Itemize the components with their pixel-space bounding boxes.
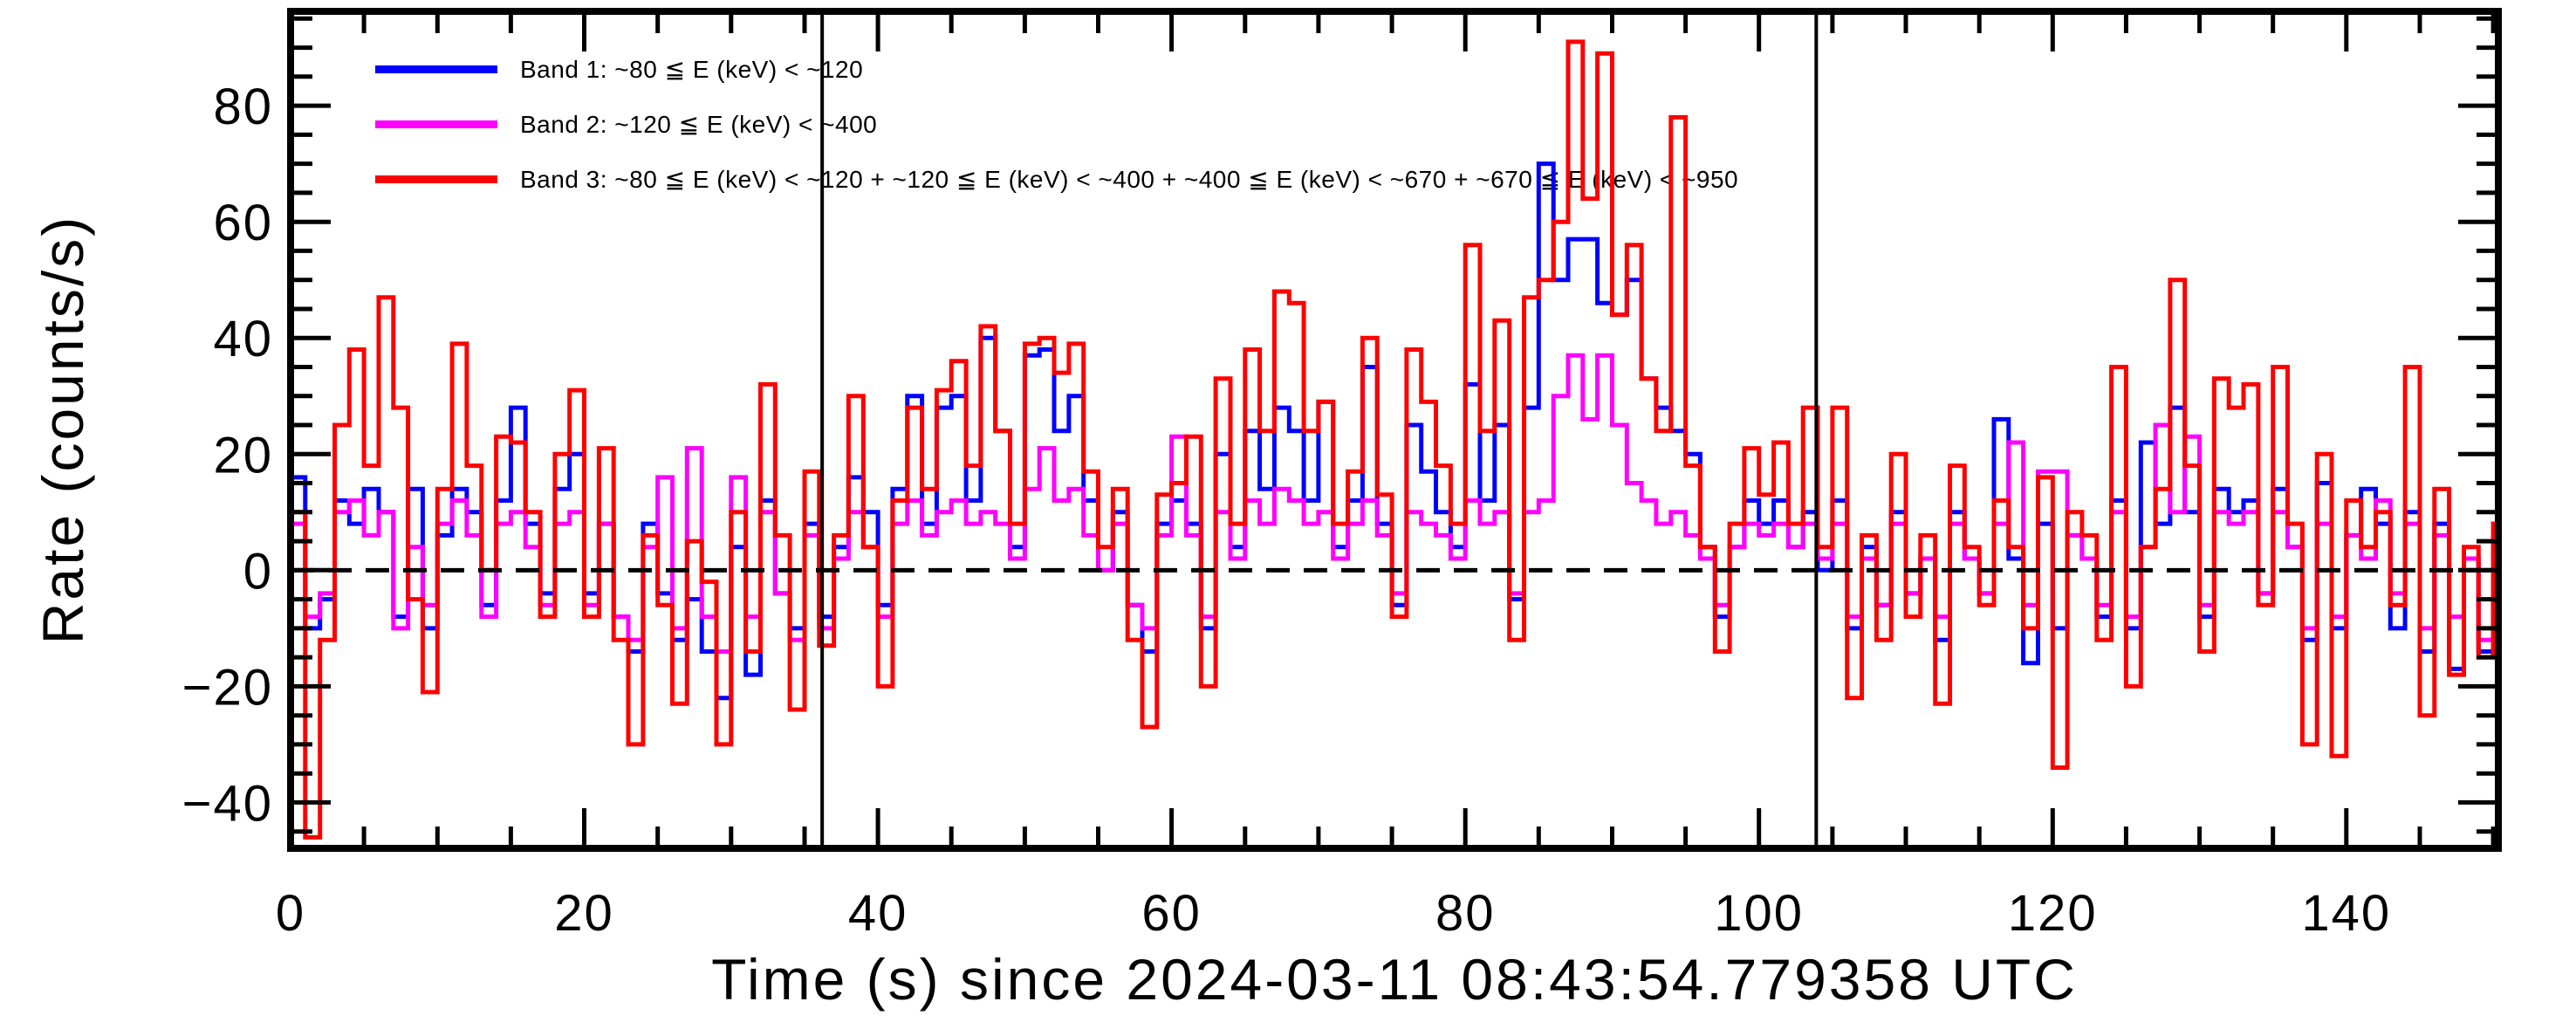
legend-label-band3: Band 3: ~80 ≦ E (keV) < ~120 + ~120 ≦ E …: [520, 166, 1739, 193]
x-tick-label-120: 120: [2008, 885, 2098, 942]
band3-color-swatch: [375, 175, 497, 183]
legend-item-band2: Band 2: ~120 ≦ E (keV) < ~400: [375, 97, 1738, 152]
band1-series-line: [291, 161, 2498, 701]
x-tick-label-0: 0: [276, 885, 305, 942]
x-tick-label-140: 140: [2301, 885, 2391, 942]
y-tick-label--40: −40: [182, 775, 273, 832]
legend-item-band3: Band 3: ~80 ≦ E (keV) < ~120 + ~120 ≦ E …: [375, 152, 1738, 207]
y-tick-label-0: 0: [243, 543, 273, 600]
band1-color-swatch: [375, 65, 497, 73]
legend-item-band1: Band 1: ~80 ≦ E (keV) < ~120: [375, 42, 1738, 97]
y-tick-label--20: −20: [182, 659, 273, 716]
x-tick-label-80: 80: [1435, 885, 1496, 942]
y-axis-title: Rate (counts/s): [31, 214, 95, 645]
x-tick-label-40: 40: [848, 885, 908, 942]
band2-color-swatch: [375, 120, 497, 128]
x-tick-label-60: 60: [1141, 885, 1202, 942]
y-tick-label-60: 60: [213, 195, 273, 251]
band2-series-line: [291, 353, 2498, 654]
x-axis-title: Time (s) since 2024-03-11 08:43:54.77935…: [711, 947, 2078, 1012]
y-tick-label-80: 80: [213, 79, 273, 135]
legend-label-band1: Band 1: ~80 ≦ E (keV) < ~120: [520, 56, 864, 83]
y-tick-label-20: 20: [213, 427, 273, 484]
legend-label-band2: Band 2: ~120 ≦ E (keV) < ~400: [520, 111, 878, 138]
x-tick-label-100: 100: [1714, 885, 1804, 942]
y-tick-label-40: 40: [213, 311, 273, 367]
legend: Band 1: ~80 ≦ E (keV) < ~120 Band 2: ~12…: [375, 42, 1738, 207]
x-tick-label-20: 20: [554, 885, 614, 942]
